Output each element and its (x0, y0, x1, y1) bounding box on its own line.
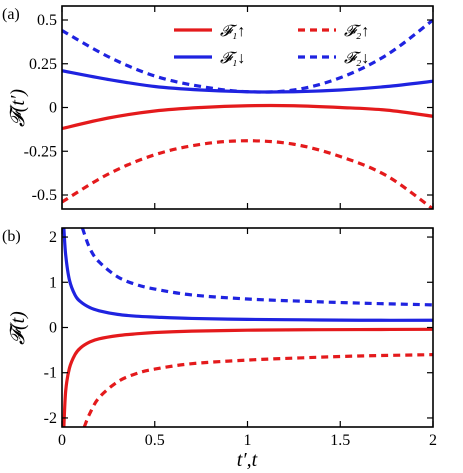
panel-a-ytick-label: 0.5 (37, 12, 57, 29)
panel-b-ytick-label: -1 (44, 365, 57, 382)
panel-b-ytick-label: -2 (44, 410, 57, 427)
legend-label-f1-up: 𝓕₁↑ (220, 23, 245, 40)
legend-label-f1-down: 𝓕₁↓ (220, 50, 245, 67)
panel-a-plot-area (62, 18, 433, 209)
panel-b-xtick-label: 2 (429, 432, 437, 449)
panel-b-ticks: -2 -1 0 1 2 0 0.5 1 1.5 2 (44, 228, 437, 449)
panel-b: -2 -1 0 1 2 0 0.5 1 1.5 2 (b) 𝓕(t) (2, 227, 437, 449)
panel-a-series-f2-up (62, 139, 433, 209)
panel-a-ylabel: 𝓕(t′) (7, 89, 29, 127)
panel-b-xtick-label: 1.5 (330, 432, 350, 449)
legend-label-f2-down: 𝓕₂↓ (344, 50, 369, 67)
panel-b-ylabel: 𝓕(t) (7, 311, 29, 345)
panel-a-ytick-label: 0.25 (29, 56, 57, 73)
panel-a-series-f2-down (62, 18, 433, 94)
panel-b-ytick-label: 1 (49, 274, 57, 291)
panel-a-series-f1-up (62, 103, 433, 131)
panel-a-series-f1-down (62, 69, 433, 94)
panel-b-series-f1-down (62, 228, 433, 322)
panel-b-series-f2-down (80, 228, 433, 307)
panel-a-ticks: -0.5 -0.25 0 0.25 0.5 (24, 6, 434, 209)
panel-b-xtick-label: 0.5 (145, 432, 165, 449)
panel-b-series-f1-up (62, 327, 433, 427)
panel-a-ytick-label: -0.5 (32, 187, 57, 204)
panel-a-frame (61, 5, 434, 210)
legend-label-f2-up: 𝓕₂↑ (344, 23, 369, 40)
panel-b-tag: (b) (2, 228, 21, 245)
panel-b-xtick-label: 0 (58, 432, 66, 449)
panel-b-frame (61, 227, 434, 428)
panel-a-tag: (a) (2, 6, 20, 23)
panel-a: -0.5 -0.25 0 0.25 0.5 (a) 𝓕(t′) (2, 5, 434, 210)
legend: 𝓕₁↑ 𝓕₂↑ 𝓕₁↓ 𝓕₂↓ (174, 23, 369, 67)
x-axis-label: t′,t (237, 449, 258, 471)
panel-a-ytick-label: 0 (49, 100, 57, 117)
panel-b-xtick-label: 1 (244, 432, 252, 449)
panel-b-plot-area (62, 228, 433, 427)
panel-b-ytick-label: 2 (49, 229, 57, 246)
panel-b-series-f2-up (82, 353, 433, 427)
panel-b-ytick-label: 0 (49, 320, 57, 337)
panel-a-ytick-label: -0.25 (24, 143, 57, 160)
